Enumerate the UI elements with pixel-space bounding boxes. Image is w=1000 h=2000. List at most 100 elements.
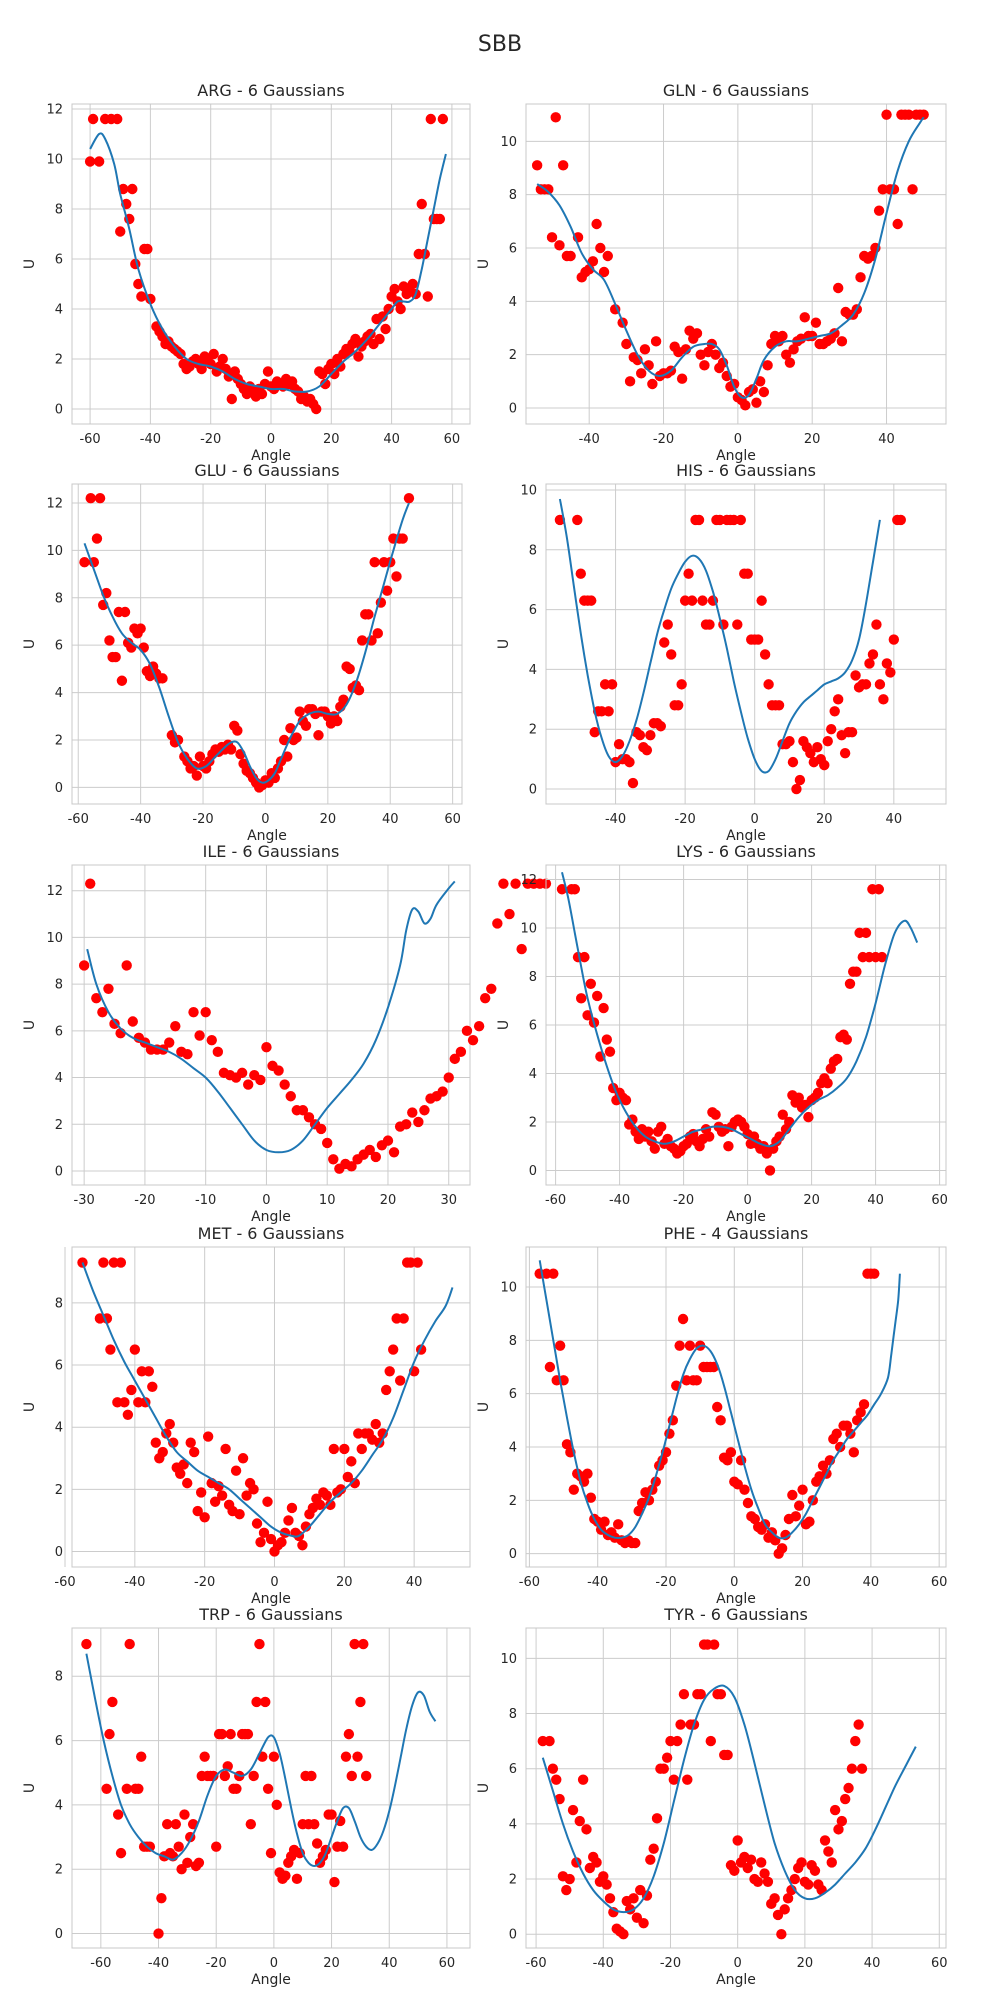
data-point	[350, 680, 362, 691]
data-point	[732, 1479, 743, 1490]
x-tick-label: -20	[194, 1575, 215, 1590]
fit-curve	[541, 1684, 917, 1914]
data-point	[290, 1527, 301, 1539]
data-point	[782, 1893, 794, 1904]
data-point	[666, 649, 677, 660]
data-point	[164, 1037, 175, 1048]
data-point	[668, 1143, 680, 1154]
data-point	[746, 1511, 757, 1522]
data-point	[862, 1268, 873, 1279]
data-point	[669, 700, 680, 711]
data-point	[298, 391, 310, 402]
data-point	[154, 673, 165, 684]
data-point	[844, 309, 855, 320]
y-axis-label: U	[476, 1783, 492, 1793]
data-point	[662, 1133, 673, 1145]
y-tick-label: 4	[529, 1067, 537, 1082]
data-point	[591, 1857, 602, 1868]
y-tick-label: 10	[46, 153, 63, 168]
data-point	[353, 1428, 364, 1439]
x-axis-label: Angle	[251, 1209, 291, 1225]
data-point	[571, 1857, 582, 1868]
data-point	[437, 1086, 448, 1097]
data-point	[239, 1728, 251, 1740]
data-point	[561, 1439, 573, 1450]
data-point	[706, 338, 718, 350]
data-point	[516, 943, 527, 955]
data-point	[268, 383, 280, 395]
data-point	[185, 1831, 196, 1843]
data-point	[554, 514, 566, 526]
data-point	[395, 303, 406, 315]
data-point	[133, 1032, 145, 1044]
data-point	[852, 1415, 863, 1426]
data-point	[172, 346, 183, 357]
data-point	[776, 1543, 788, 1554]
data-point	[800, 1099, 811, 1111]
data-point	[885, 184, 896, 195]
data-point	[819, 759, 830, 771]
data-point	[792, 1862, 804, 1874]
data-point	[161, 1428, 172, 1439]
data-point	[230, 1072, 242, 1083]
data-point	[619, 1537, 631, 1549]
data-point	[589, 1513, 600, 1525]
data-point	[581, 1824, 592, 1835]
data-point	[397, 533, 408, 544]
data-point	[271, 1799, 282, 1811]
y-tick-label: 0	[509, 1547, 517, 1562]
data-point	[294, 1847, 306, 1859]
data-point	[150, 1437, 161, 1448]
data-point	[758, 386, 770, 398]
data-point	[282, 751, 293, 762]
data-point	[358, 1638, 369, 1650]
data-point	[196, 1770, 207, 1782]
data-point	[377, 311, 388, 322]
data-point	[617, 317, 628, 328]
data-point	[425, 113, 437, 125]
data-point	[388, 1147, 400, 1158]
data-point	[323, 363, 334, 375]
data-point	[112, 113, 123, 125]
x-axis-label: Angle	[726, 828, 766, 844]
data-point	[91, 533, 103, 544]
data-point	[216, 1490, 228, 1501]
data-point	[640, 1131, 651, 1142]
data-point	[349, 1638, 360, 1650]
data-point	[843, 727, 854, 738]
data-point	[229, 720, 240, 731]
data-point	[214, 361, 225, 372]
data-point	[206, 1034, 217, 1046]
data-point	[608, 1906, 619, 1918]
data-point	[310, 708, 321, 720]
data-point	[565, 1447, 576, 1458]
y-tick-label: 6	[55, 1734, 63, 1749]
x-tick-label: -40	[579, 432, 600, 447]
data-point	[736, 394, 747, 406]
data-point	[322, 1137, 333, 1149]
data-point	[691, 1375, 702, 1386]
x-tick-label: 30	[440, 1193, 457, 1208]
data-point	[752, 1138, 763, 1149]
data-point	[115, 226, 126, 237]
data-point	[510, 878, 521, 889]
data-point	[659, 1138, 670, 1149]
data-point	[202, 1431, 214, 1442]
data-point	[267, 1060, 278, 1072]
x-tick-label: -60	[54, 1575, 75, 1590]
data-point	[479, 992, 491, 1004]
data-point	[679, 595, 691, 606]
data-point	[786, 1884, 797, 1896]
data-point	[147, 661, 159, 672]
data-point	[153, 1928, 164, 1939]
data-point	[664, 1428, 675, 1439]
data-point	[623, 1535, 634, 1546]
data-point	[144, 670, 156, 682]
data-point	[85, 493, 96, 504]
data-point	[832, 694, 844, 705]
data-point	[130, 258, 141, 270]
data-point	[850, 670, 861, 681]
x-tick-label: -40	[130, 812, 151, 827]
data-point	[232, 725, 243, 736]
x-tick-label: -20	[673, 1193, 694, 1208]
